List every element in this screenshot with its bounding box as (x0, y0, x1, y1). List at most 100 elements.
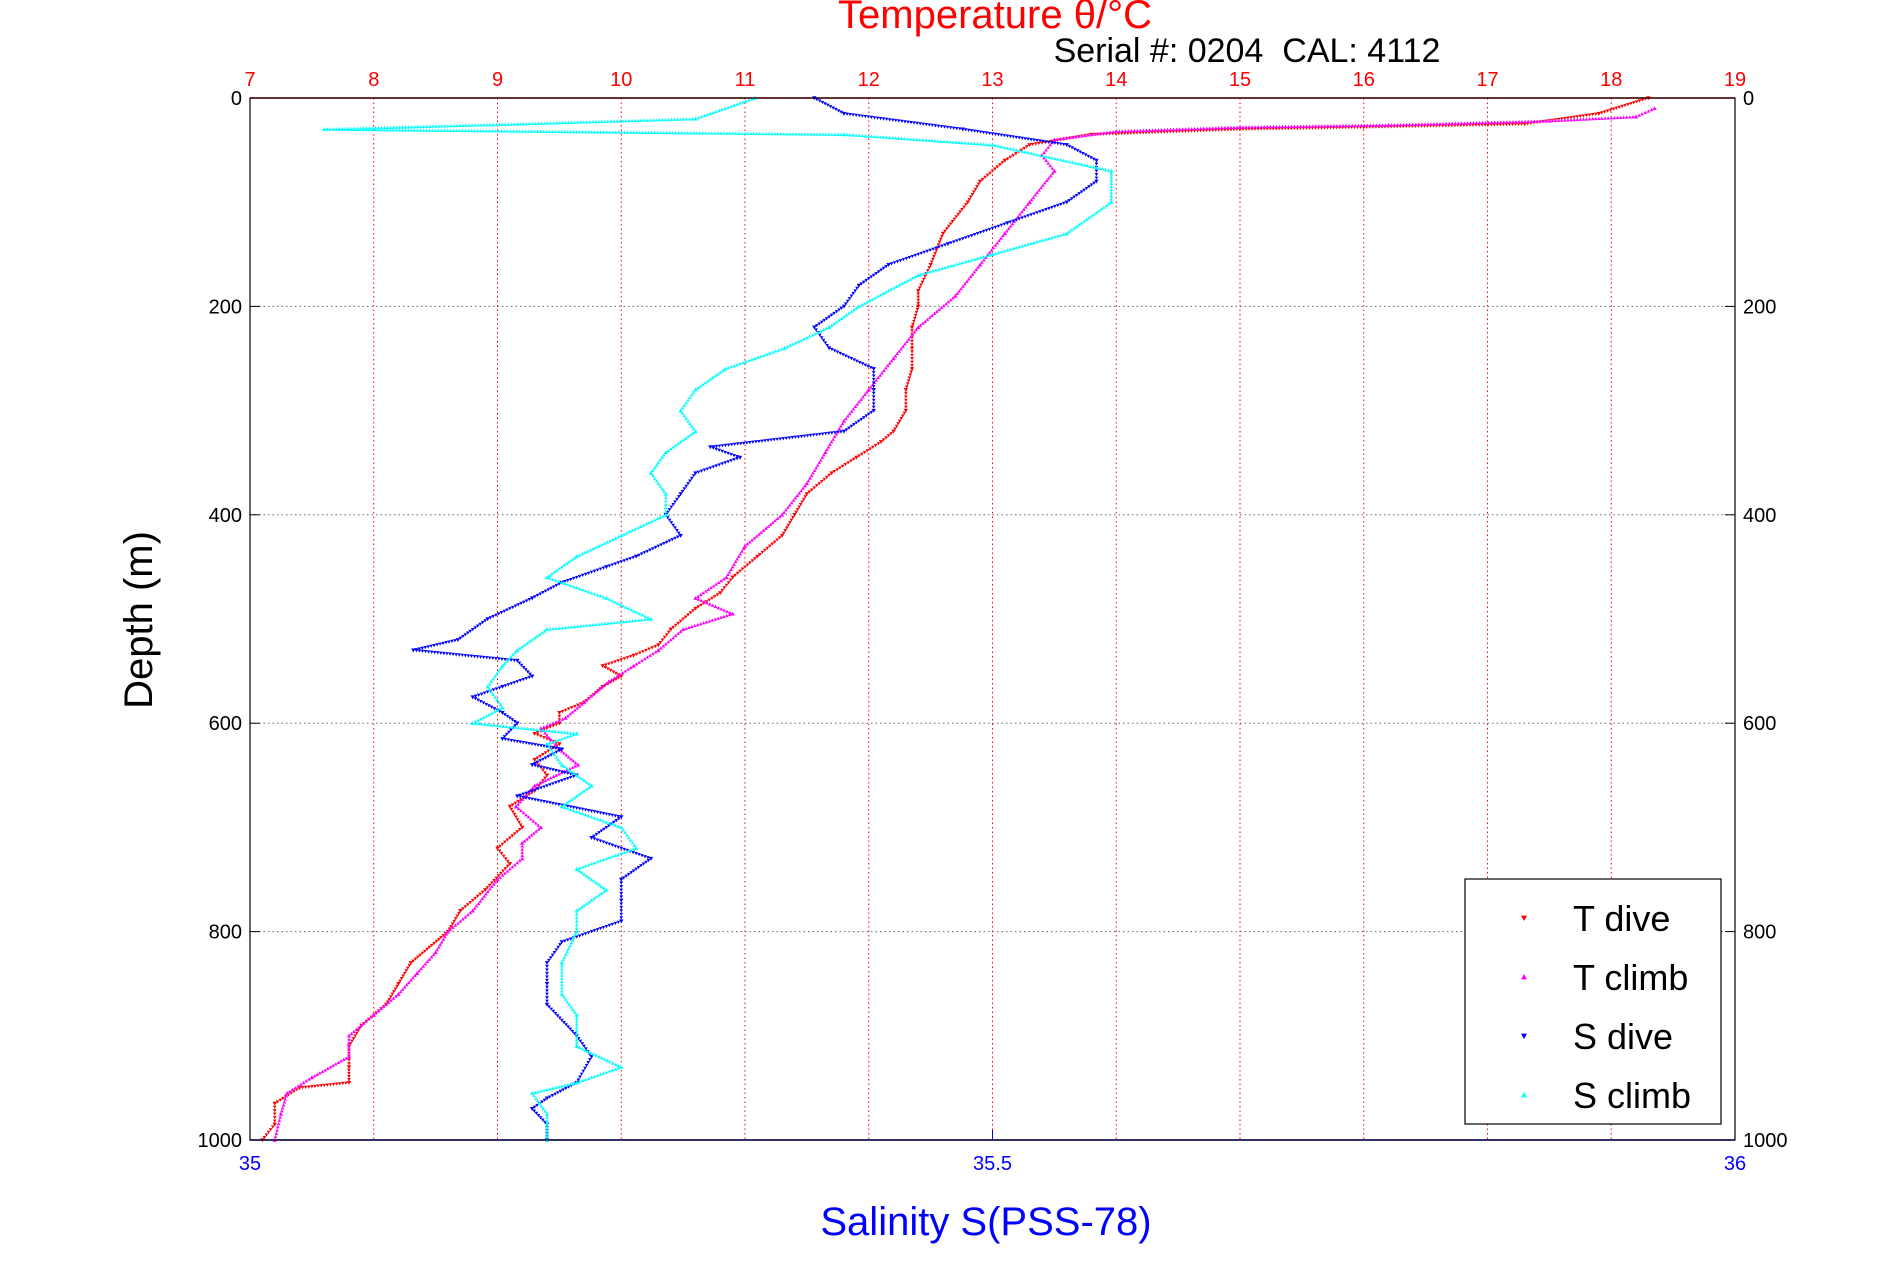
data-point-interp (393, 987, 398, 991)
data-point (557, 721, 562, 726)
data-point-interp (275, 1128, 279, 1132)
data-point-interp (912, 319, 916, 324)
data-point-interp (924, 123, 929, 127)
data-point-interp (978, 230, 983, 235)
data-point-interp (714, 109, 719, 113)
data-point-interp (607, 855, 612, 860)
data-point-interp (412, 128, 417, 132)
data-point-interp (431, 952, 436, 957)
data-point-interp (1056, 234, 1060, 238)
data-point-interp (1362, 123, 1367, 127)
data-point-interp (566, 1085, 571, 1089)
data-point-interp (1083, 153, 1088, 157)
data-point-interp (454, 128, 459, 133)
data-point-interp (451, 652, 455, 657)
data-point-interp (532, 1109, 537, 1113)
data-point-interp (586, 863, 591, 867)
data-point-interp (499, 871, 503, 876)
data-point-interp (815, 132, 819, 136)
data-point-interp (489, 884, 494, 889)
data-point-interp (666, 630, 671, 634)
data-point (544, 575, 550, 580)
data-point-interp (670, 538, 675, 542)
data-point-interp (957, 127, 962, 131)
data-point-interp (270, 1125, 275, 1129)
data-point-interp (741, 441, 746, 445)
data-point-interp (669, 505, 674, 509)
data-point-interp (629, 608, 634, 612)
data-point-interp (904, 402, 908, 406)
legend-label: T dive (1573, 898, 1670, 939)
data-point-interp (696, 386, 700, 390)
data-point-interp (639, 552, 644, 556)
data-point-interp (1017, 136, 1022, 140)
data-point-interp (791, 132, 795, 136)
data-point (574, 554, 579, 559)
data-point-interp (775, 538, 779, 542)
data-point-interp (964, 203, 968, 207)
data-point-interp (423, 650, 428, 654)
data-point-interp (1575, 117, 1580, 122)
data-point-interp (354, 1031, 359, 1035)
data-point-interp (470, 123, 474, 127)
data-point-interp (436, 128, 441, 132)
data-point-interp (1023, 243, 1027, 247)
data-point-interp (745, 542, 750, 546)
data-point-interp (273, 1134, 278, 1139)
data-point-interp (605, 1058, 610, 1062)
data-point-interp (584, 120, 589, 124)
data-point-interp (1590, 117, 1595, 121)
data-point-interp (518, 679, 523, 683)
data-point-interp (696, 594, 700, 598)
data-point-interp (633, 527, 637, 531)
data-point-interp (720, 107, 725, 111)
data-point-interp (802, 434, 807, 438)
data-point-interp (905, 382, 910, 386)
data-point-interp (387, 997, 392, 1002)
data-point-interp (752, 131, 756, 136)
data-point-interp (586, 808, 591, 813)
data-point-interp (566, 1025, 571, 1029)
data-point-interp (1519, 122, 1524, 126)
data-point-interp (473, 896, 478, 901)
data-point-interp (403, 125, 408, 129)
data-point-interp (1593, 116, 1598, 121)
data-point (482, 888, 488, 893)
data-point-interp (560, 976, 564, 980)
data-point-interp (602, 827, 606, 831)
data-point-interp (630, 619, 635, 623)
data-point-interp (489, 690, 494, 694)
data-point-interp (454, 653, 458, 657)
data-point-interp (558, 943, 562, 947)
data-point-interp (505, 864, 510, 869)
data-point-interp (1198, 129, 1203, 133)
data-point-interp (827, 315, 831, 319)
data-point-interp (525, 837, 529, 841)
data-point-interp (669, 117, 674, 121)
data-point-interp (373, 127, 378, 132)
data-point-interp (496, 612, 501, 616)
data-point-interp (535, 1099, 540, 1103)
data-point-interp (735, 362, 739, 367)
data-point-interp (886, 434, 891, 438)
data-point-interp (682, 414, 687, 418)
data-point (470, 695, 475, 700)
data-point-interp (476, 698, 480, 702)
data-point-interp (993, 132, 998, 136)
data-point-interp (354, 1027, 359, 1031)
data-point-interp (470, 898, 475, 903)
data-point-interp (814, 433, 819, 437)
data-point-interp (817, 482, 822, 486)
data-point-interp (975, 130, 980, 134)
data-point-interp (503, 840, 507, 844)
data-point-interp (1612, 115, 1617, 120)
data-point-interp (458, 636, 463, 640)
data-point-interp (1517, 119, 1521, 124)
data-point-interp (1024, 205, 1028, 209)
data-point-interp (441, 934, 446, 938)
data-point-interp (616, 814, 621, 819)
data-point-interp (733, 573, 737, 578)
data-point-interp (1038, 139, 1042, 143)
data-point-interp (400, 128, 405, 132)
data-point-interp (828, 442, 832, 446)
